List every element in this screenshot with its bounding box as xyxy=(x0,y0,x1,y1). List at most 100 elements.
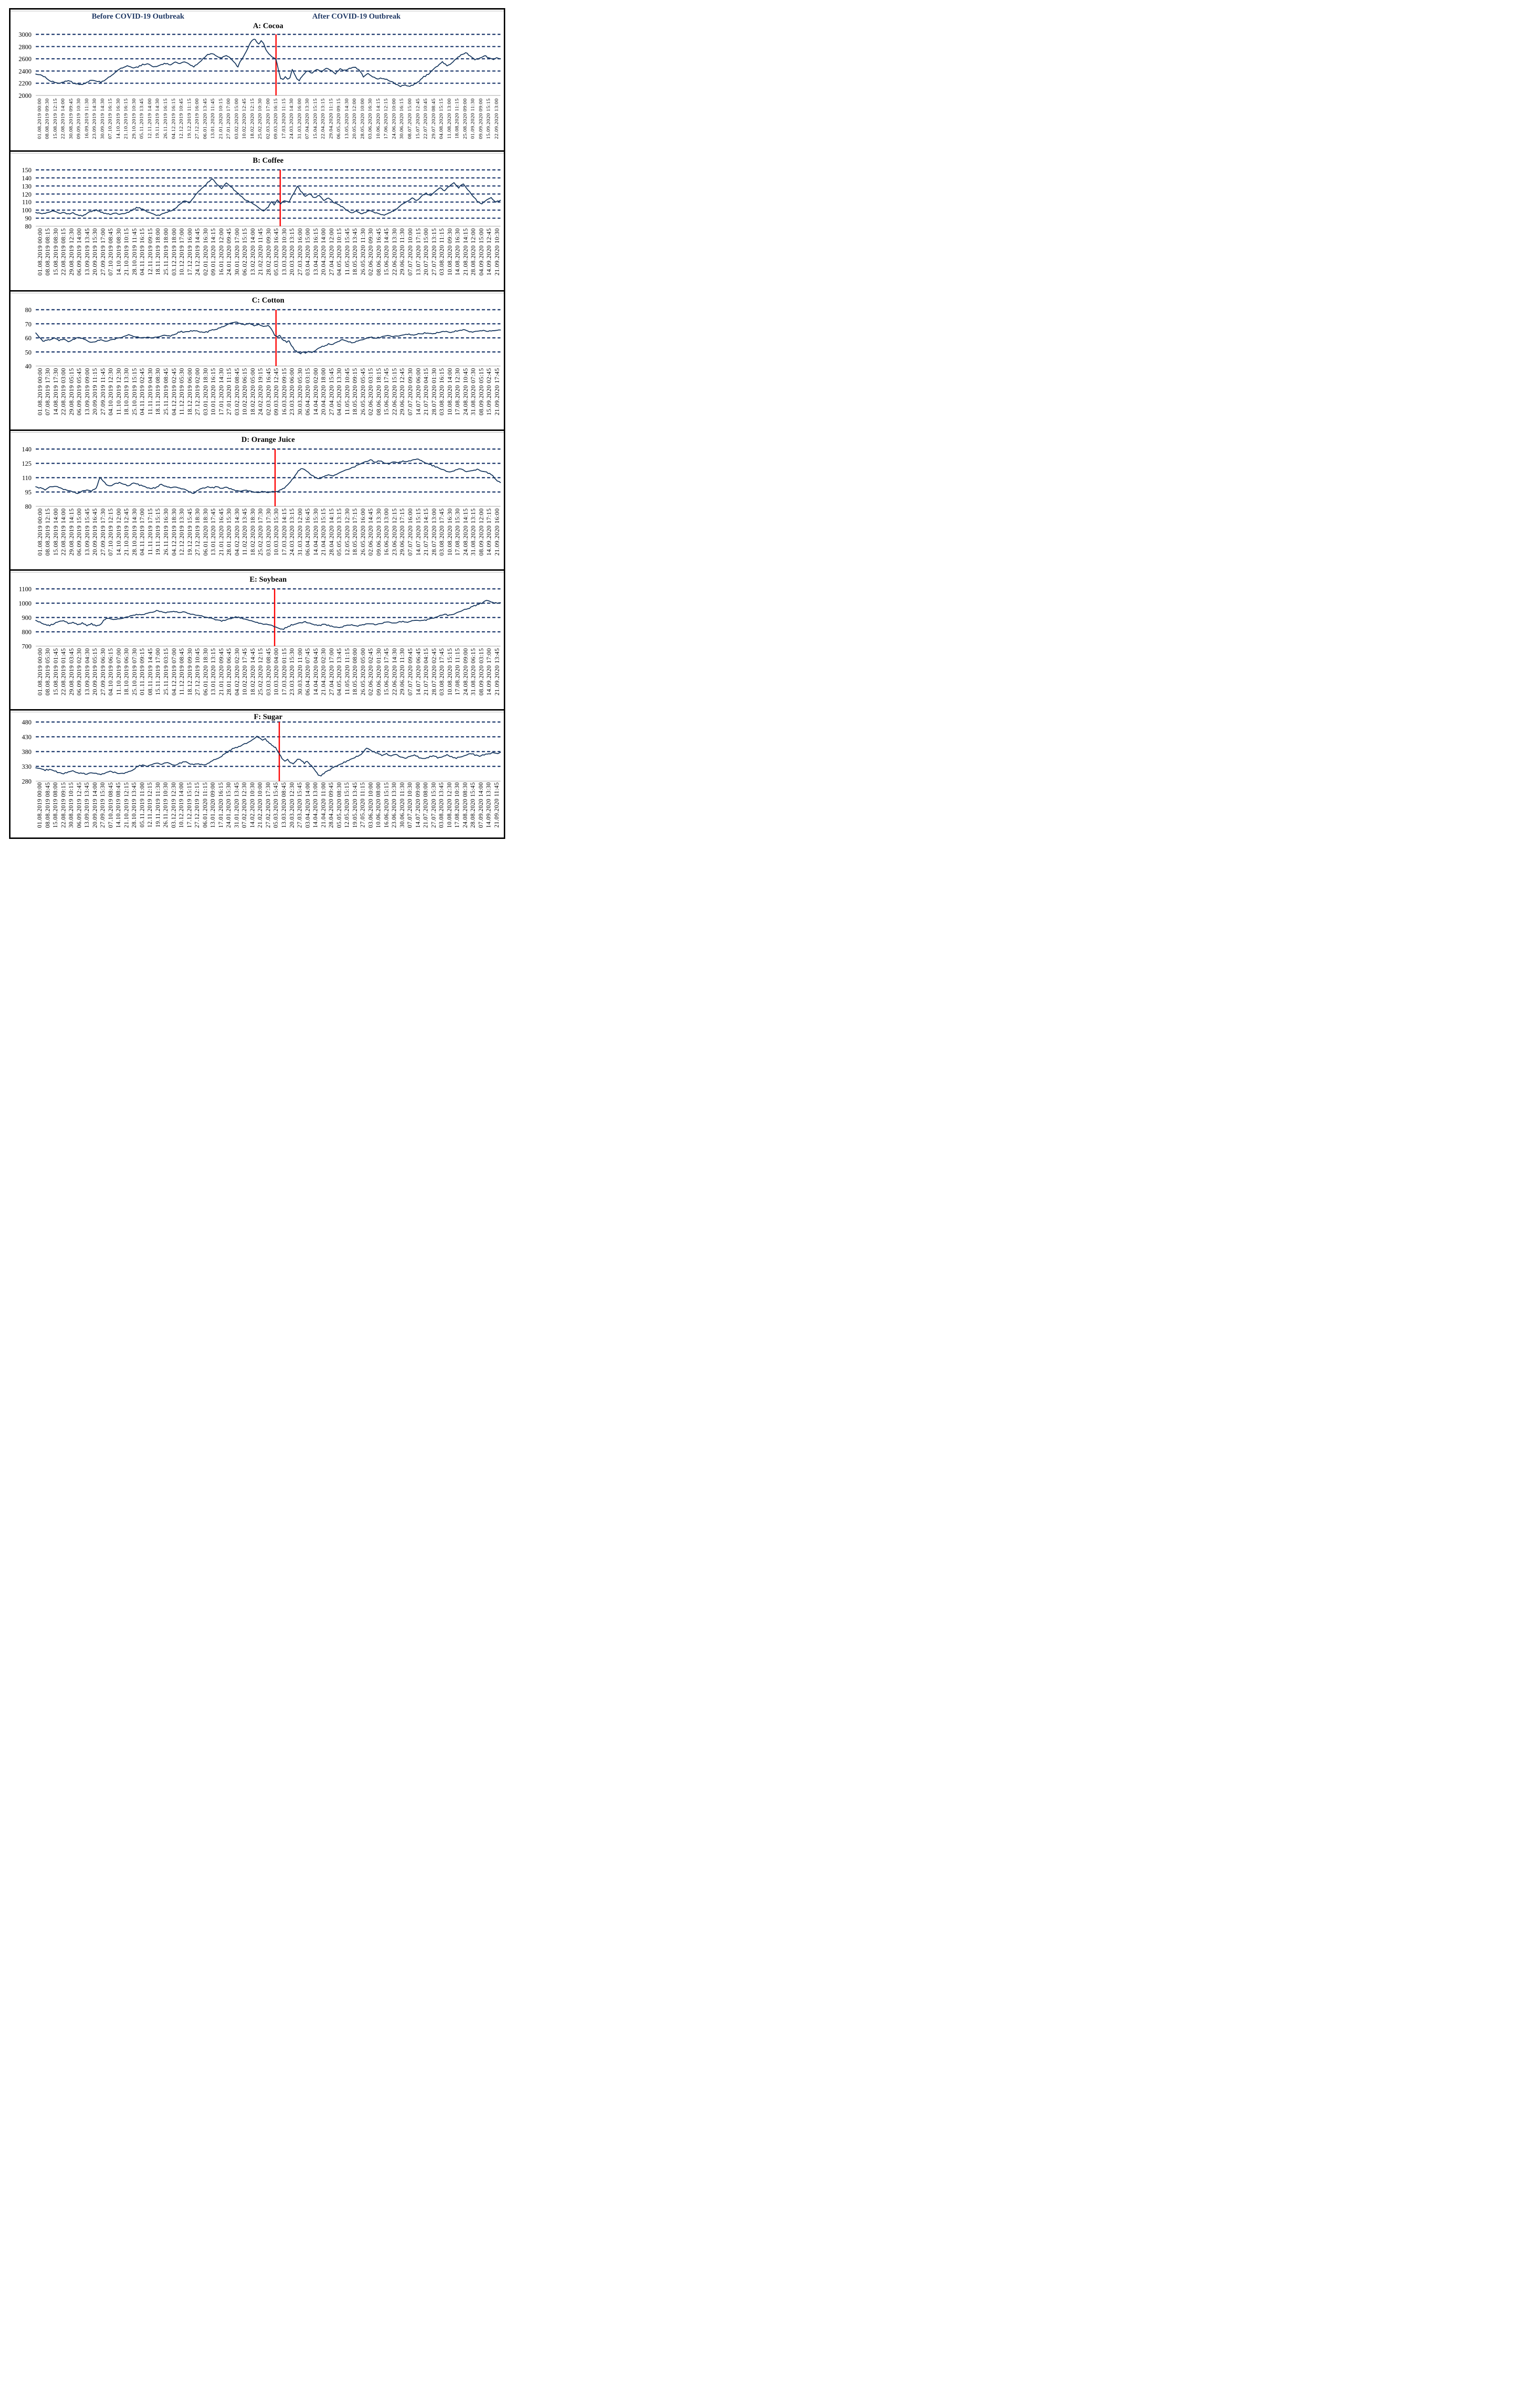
x-axis-tick-label: 27.07.2020 13:15 xyxy=(430,228,437,276)
x-axis-tick: 20.09.2019 11:15 xyxy=(91,368,99,417)
x-axis-tick: 05.03.2020 15:45 xyxy=(272,782,280,830)
x-axis-tick-label: 21.09.2020 17:45 xyxy=(493,368,500,416)
x-axis-tick: 14.08.2020 16:30 xyxy=(453,228,461,277)
x-axis-tick-label: 14.07.2020 09:00 xyxy=(414,782,421,828)
x-axis-tick-label: 03.08.2020 16:15 xyxy=(438,368,446,416)
x-axis-tick-label: 13.02.2020 14:00 xyxy=(249,228,256,276)
x-axis-tick: 05.05.2020 13:15 xyxy=(335,508,343,557)
x-axis-tick: 21.07.2020 08:00 xyxy=(422,782,430,830)
x-axis-tick: 06.09.2019 05:45 xyxy=(75,368,83,417)
x-axis-tick: 20.03.2020 12:30 xyxy=(288,782,296,830)
x-axis-tick-label: 17.03.2020 01:15 xyxy=(280,648,288,696)
x-axis-tick: 06.01.2020 13:45 xyxy=(201,98,209,141)
x-axis-tick: 06.04.2020 07:45 xyxy=(304,648,312,697)
x-axis-tick: 21.10.2019 12:15 xyxy=(123,782,131,830)
x-axis-tick: 20.04.2020 14:00 xyxy=(320,228,328,277)
x-axis-tick: 17.08.2020 10:30 xyxy=(453,782,461,830)
x-axis-tick-label: 21.04.2020 15:15 xyxy=(320,508,327,556)
x-axis-tick-label: 17.12.2019 15:15 xyxy=(186,782,193,828)
x-axis-tick: 27.04.2020 15:45 xyxy=(327,368,335,417)
x-axis-tick-label: 26.05.2020 05:45 xyxy=(359,368,366,416)
x-axis-tick-label: 13.04.2020 16:15 xyxy=(312,228,319,276)
y-axis-tick-label: 40 xyxy=(25,363,32,370)
x-axis-tick-label: 14.10.2019 08:45 xyxy=(115,782,122,828)
x-axis-tick-label: 18.10.2019 13:30 xyxy=(123,368,130,416)
x-axis-tick: 03.03.2020 08:45 xyxy=(264,648,272,697)
x-axis-tick-label: 18.11.2019 08:30 xyxy=(154,368,162,415)
x-axis-tick: 01.08.2019 00:00 xyxy=(36,508,44,557)
x-axis-tick: 10.08.2020 09:30 xyxy=(446,228,454,277)
x-axis-tick: 06.01.2020 18:30 xyxy=(201,508,209,557)
x-axis-tick: 18.10.2019 13:30 xyxy=(123,368,131,417)
y-axis-tick-label: 80 xyxy=(25,503,32,510)
x-axis-tick: 14.10.2019 08:30 xyxy=(114,228,123,277)
x-axis-tick: 10.08.2020 12:30 xyxy=(446,782,454,830)
x-axis: 01.08.2019 00:00 08.08.2019 08:15 15.08.20… xyxy=(36,228,500,290)
x-axis-tick-label: 21.10.2019 12:45 xyxy=(123,508,130,556)
x-axis-tick: 06.01.2020 11:15 xyxy=(201,782,209,829)
x-axis-tick-label: 02.06.2020 02:45 xyxy=(367,648,375,696)
x-axis-tick-label: 24.01.2020 09:45 xyxy=(225,228,233,276)
x-axis-tick: 08.08.2019 05:30 xyxy=(44,648,52,697)
x-axis-tick-label: 28.02.2020 09:30 xyxy=(264,228,272,276)
x-axis-tick-label: 22.09.2020 13:00 xyxy=(493,98,499,139)
x-axis-tick-label: 22.07.2020 10:45 xyxy=(423,98,429,139)
x-axis-tick-label: 22.08.2019 03:00 xyxy=(60,368,67,416)
x-axis-tick-label: 26.11.2019 16:30 xyxy=(162,508,169,555)
x-axis-tick-label: 24.03.2020 13:15 xyxy=(288,508,296,556)
x-axis-tick-label: 14.09.2020 12:45 xyxy=(485,228,493,276)
x-axis-tick: 06.02.2020 15:15 xyxy=(240,228,249,277)
x-axis-tick: 17.03.2020 14:15 xyxy=(280,508,288,557)
x-axis-tick-label: 23.03.2020 15:30 xyxy=(288,648,296,696)
x-axis-tick-label: 15.08.2019 08:30 xyxy=(52,228,59,276)
plot-area xyxy=(35,588,501,647)
x-axis-tick: 21.10.2019 10:15 xyxy=(123,228,131,277)
x-axis-tick-label: 09.01.2020 14:15 xyxy=(209,228,217,276)
x-axis-tick: 12.05.2020 12:30 xyxy=(343,508,351,557)
x-axis-tick: 02.06.2020 03:15 xyxy=(367,368,375,417)
x-axis-tick-label: 09.03.2020 16:15 xyxy=(273,98,279,139)
panel-cotton: C: Cotton 40 50 60 70 80 01.08.2019 00:00 07.… xyxy=(10,290,504,429)
x-axis-tick-label: 28.07.2020 02:45 xyxy=(430,648,437,696)
x-axis-tick-label: 21.09.2020 16:00 xyxy=(493,508,500,556)
x-axis-tick-label: 04.12.2019 07:00 xyxy=(170,648,177,696)
x-axis-tick-label: 29.08.2019 03:45 xyxy=(67,648,75,696)
x-axis-tick-label: 06.04.2020 07:45 xyxy=(304,648,312,696)
x-axis-tick: 04.08.2020 15:15 xyxy=(437,98,446,141)
x-axis-tick: 15.08.2019 01:45 xyxy=(52,648,60,697)
x-axis-tick: 08.08.2019 12:15 xyxy=(44,508,52,557)
x-axis-tick: 01.09.2020 11:30 xyxy=(469,98,477,141)
x-axis-tick-label: 22.04.2020 13:15 xyxy=(320,98,326,139)
x-axis-tick-label: 20.09.2019 14:00 xyxy=(91,782,98,828)
x-axis-tick: 03.03.2020 17:30 xyxy=(264,508,272,557)
x-axis-tick: 24.03.2020 14:30 xyxy=(288,98,296,141)
x-axis-tick: 12.05.2020 15:15 xyxy=(343,782,351,830)
x-axis-tick: 08.08.2019 08:45 xyxy=(44,782,52,830)
x-axis-tick-label: 08.08.2019 05:30 xyxy=(44,648,52,696)
x-axis-tick: 13.09.2019 04:30 xyxy=(83,648,91,697)
x-axis-tick: 21.09.2020 13:45 xyxy=(493,648,501,697)
x-axis-tick-label: 11.12.2019 05:30 xyxy=(178,368,186,415)
x-axis-tick-label: 11.12.2019 08:45 xyxy=(178,648,186,695)
panel-title: C: Cotton xyxy=(252,296,284,304)
x-axis-tick: 20.03.2020 13:15 xyxy=(288,228,296,277)
x-axis-tick: 04.12.2019 18:30 xyxy=(170,508,178,557)
x-axis-tick-label: 03.04.2020 14:00 xyxy=(304,782,311,828)
x-axis-tick-label: 03.08.2020 11:15 xyxy=(438,228,446,275)
x-axis-tick-label: 27.12.2019 16:00 xyxy=(194,98,200,139)
x-axis-tick-label: 17.01.2020 16:15 xyxy=(217,782,224,828)
x-axis-tick: 02.06.2020 09:30 xyxy=(367,228,375,277)
price-line-C xyxy=(35,321,501,355)
y-axis-tick-label: 280 xyxy=(21,778,31,785)
x-axis-tick: 10.06.2020 14:15 xyxy=(375,98,383,141)
x-axis-tick-label: 29.08.2019 12:30 xyxy=(67,228,75,276)
x-axis-tick-label: 06.01.2020 18:30 xyxy=(201,508,209,556)
x-axis-tick: 31.01.2020 13:45 xyxy=(233,782,241,830)
x-axis-tick: 22.08.2019 14:00 xyxy=(60,508,68,557)
x-axis-tick-label: 22.06.2020 13:30 xyxy=(390,228,398,276)
x-axis-tick: 08.09.2020 12:00 xyxy=(477,508,485,557)
x-axis-tick: 27.09.2019 06:30 xyxy=(99,648,107,697)
x-axis-tick-label: 21.09.2020 11:45 xyxy=(493,782,500,828)
x-axis-tick-label: 02.01.2020 16:30 xyxy=(201,228,209,276)
x-axis-tick: 18.05.2020 17:15 xyxy=(351,508,359,557)
